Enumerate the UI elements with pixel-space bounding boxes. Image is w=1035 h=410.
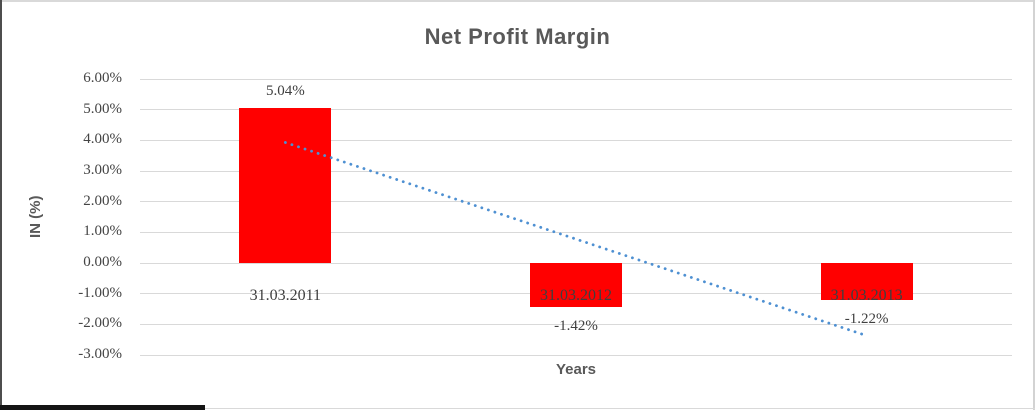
y-axis-tick-label: -1.00% xyxy=(78,284,122,301)
gridline xyxy=(140,109,1012,111)
y-axis-tick-label: 1.00% xyxy=(83,223,122,240)
y-axis-tick-label: 2.00% xyxy=(83,192,122,209)
y-axis-tick-label: 0.00% xyxy=(83,254,122,270)
y-axis-tick-label: 3.00% xyxy=(83,162,122,178)
frame-border-top xyxy=(0,0,1035,2)
y-axis-tick-label: -3.00% xyxy=(78,346,122,362)
frame-border-left xyxy=(0,0,2,410)
gridline xyxy=(140,139,1012,141)
data-label: -1.22% xyxy=(844,311,889,328)
chart-title: Net Profit Margin xyxy=(424,24,611,49)
x-axis-title: Years xyxy=(555,361,597,378)
category-label: 31.03.2013 xyxy=(830,287,903,304)
frame-border-bottom xyxy=(0,408,1035,409)
y-axis-tick-label: -2.00% xyxy=(78,315,122,332)
category-label: 31.03.2012 xyxy=(540,287,612,304)
frame-border-right xyxy=(1033,0,1035,410)
gridline xyxy=(140,78,1012,80)
y-axis-tick-label: 4.00% xyxy=(83,131,122,148)
data-label: 5.04% xyxy=(265,83,305,100)
data-label: -1.42% xyxy=(554,317,598,334)
category-label: 31.03.2011 xyxy=(249,287,322,304)
bottom-border-segment xyxy=(0,405,205,410)
gridline xyxy=(140,354,1012,356)
y-axis-tick-label: 6.00% xyxy=(83,70,122,86)
y-axis-tick-label: 5.00% xyxy=(83,100,122,117)
bar-31.03.2011 xyxy=(239,108,332,263)
